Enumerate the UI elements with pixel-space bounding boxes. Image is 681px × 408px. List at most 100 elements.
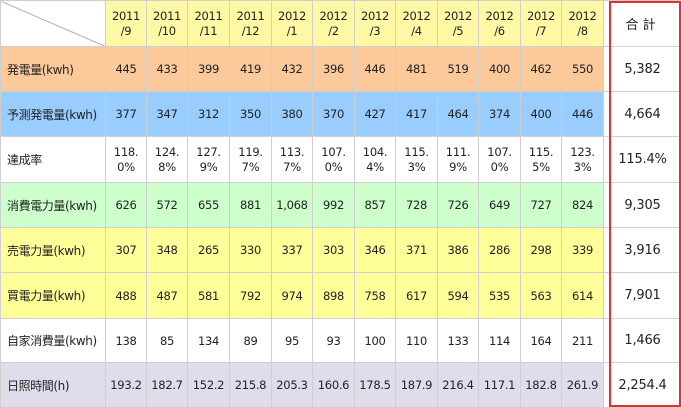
value-cell: 124.8% [147, 137, 188, 183]
value-cell: 215.8 [230, 363, 272, 408]
value-cell-line: 104. [355, 145, 395, 160]
value-cell: 400 [521, 92, 562, 137]
value-cell: 312 [188, 92, 230, 137]
value-cell-line: 118. [106, 145, 146, 160]
value-cell: 95 [272, 319, 313, 363]
value-cell: 370 [313, 92, 355, 137]
value-cell-line: 119. [230, 145, 271, 160]
value-cell: 462 [521, 47, 562, 92]
row-label: 消費電力量(kwh) [1, 183, 106, 228]
value-cell: 111.9% [438, 137, 479, 183]
value-cell: 348 [147, 228, 188, 273]
value-cell: 446 [355, 47, 396, 92]
value-cell: 133 [438, 319, 479, 363]
value-cell: 187.9 [396, 363, 438, 408]
value-cell: 481 [396, 47, 438, 92]
total-cell: 5,382 [604, 47, 681, 92]
value-cell: 303 [313, 228, 355, 273]
value-cell: 265 [188, 228, 230, 273]
value-cell: 572 [147, 183, 188, 228]
value-cell-line: 7% [272, 160, 312, 175]
month-header-month: /7 [521, 24, 561, 39]
value-cell: 655 [188, 183, 230, 228]
total-cell: 3,916 [604, 228, 681, 273]
value-cell: 134 [188, 319, 230, 363]
value-cell: 117.1 [479, 363, 521, 408]
value-cell: 550 [562, 47, 604, 92]
value-cell-line: 3% [562, 160, 603, 175]
value-cell: 380 [272, 92, 313, 137]
total-cell: 2,254.4 [604, 363, 681, 408]
value-cell: 346 [355, 228, 396, 273]
month-header-year: 2012 [396, 9, 437, 24]
month-header-month: /9 [106, 24, 146, 39]
value-cell: 138 [106, 319, 147, 363]
month-header: 2012/6 [479, 1, 521, 47]
value-cell: 758 [355, 273, 396, 319]
value-cell-line: 4% [355, 160, 395, 175]
month-header-year: 2012 [562, 9, 603, 24]
value-cell: 205.3 [272, 363, 313, 408]
value-cell-line: 0% [479, 160, 520, 175]
value-cell: 581 [188, 273, 230, 319]
value-cell: 881 [230, 183, 272, 228]
value-cell: 182.7 [147, 363, 188, 408]
value-cell: 113.7% [272, 137, 313, 183]
value-cell: 115.5% [521, 137, 562, 183]
value-cell-line: 9% [188, 160, 229, 175]
month-header: 2012/1 [272, 1, 313, 47]
value-cell-line: 0% [106, 160, 146, 175]
value-cell: 649 [479, 183, 521, 228]
month-header-year: 2011 [147, 9, 187, 24]
value-cell: 432 [272, 47, 313, 92]
value-cell-line: 8% [147, 160, 187, 175]
value-cell-line: 5% [521, 160, 561, 175]
value-cell-line: 107. [313, 145, 354, 160]
value-cell: 152.2 [188, 363, 230, 408]
month-header-month: /5 [438, 24, 478, 39]
value-cell: 1,068 [272, 183, 313, 228]
month-header: 2012/3 [355, 1, 396, 47]
month-header-month: /2 [313, 24, 354, 39]
value-cell: 563 [521, 273, 562, 319]
value-cell: 617 [396, 273, 438, 319]
value-cell: 445 [106, 47, 147, 92]
total-cell: 9,305 [604, 183, 681, 228]
value-cell: 93 [313, 319, 355, 363]
value-cell: 446 [562, 92, 604, 137]
value-cell: 298 [521, 228, 562, 273]
value-cell: 386 [438, 228, 479, 273]
value-cell: 614 [562, 273, 604, 319]
value-cell: 178.5 [355, 363, 396, 408]
month-header-month: /8 [562, 24, 603, 39]
value-cell: 594 [438, 273, 479, 319]
value-cell: 118.0% [106, 137, 147, 183]
month-header: 2012/4 [396, 1, 438, 47]
total-cell: 115.4% [604, 137, 681, 183]
value-cell-line: 115. [396, 145, 437, 160]
corner-cell [1, 1, 106, 47]
value-cell: 792 [230, 273, 272, 319]
value-cell: 89 [230, 319, 272, 363]
month-header-month: /4 [396, 24, 437, 39]
value-cell: 339 [562, 228, 604, 273]
value-cell: 464 [438, 92, 479, 137]
month-header-year: 2012 [521, 9, 561, 24]
value-cell-line: 115. [521, 145, 561, 160]
value-cell: 107.0% [313, 137, 355, 183]
value-cell: 371 [396, 228, 438, 273]
value-cell: 160.6 [313, 363, 355, 408]
month-header-year: 2011 [188, 9, 229, 24]
month-header-month: /3 [355, 24, 395, 39]
month-header-month: /12 [230, 24, 271, 39]
value-cell-line: 7% [230, 160, 271, 175]
month-header-month: /6 [479, 24, 520, 39]
value-cell-line: 127. [188, 145, 229, 160]
month-header: 2011/11 [188, 1, 230, 47]
